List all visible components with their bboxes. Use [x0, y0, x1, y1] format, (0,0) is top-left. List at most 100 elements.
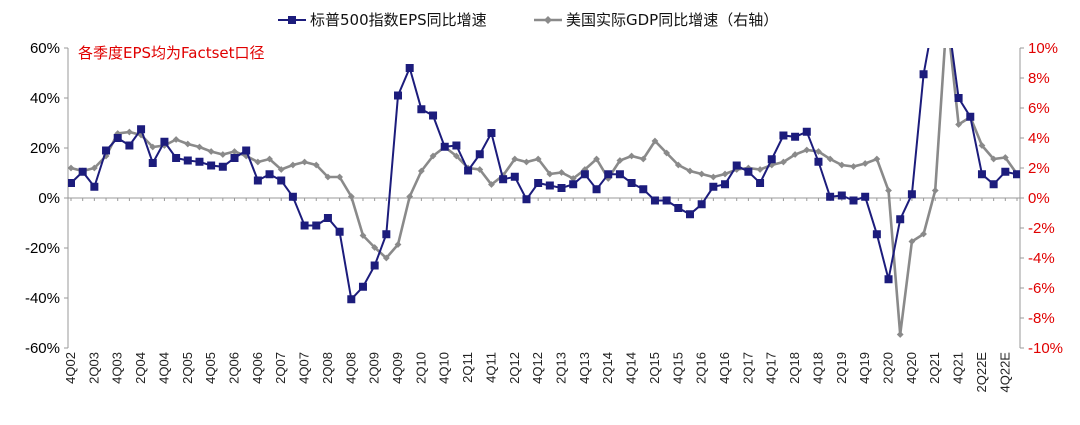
gdp-point: [955, 121, 963, 128]
gdp-point: [68, 164, 75, 172]
x-tick-label: 4Q03: [110, 352, 125, 384]
gdp-point: [196, 143, 203, 151]
eps-point: [674, 204, 683, 212]
eps-point: [931, 7, 939, 15]
x-tick-label: 4Q15: [670, 352, 685, 384]
gdp-point: [347, 193, 355, 200]
x-tick-label: 4Q09: [390, 352, 405, 384]
gdp-point: [453, 152, 460, 160]
eps-point: [358, 282, 367, 291]
gdp-point: [534, 155, 542, 163]
gdp-series: [68, 48, 1020, 338]
eps-point: [370, 261, 379, 270]
x-tick-label: 2Q13: [554, 352, 569, 384]
eps-point: [102, 146, 111, 155]
eps-point: [160, 137, 169, 146]
left-tick-label: -20%: [25, 240, 60, 257]
gdp-point: [546, 170, 554, 178]
eps-point: [989, 180, 998, 189]
x-tick-label: 4Q04: [156, 352, 171, 384]
eps-point: [826, 192, 835, 201]
gdp-point: [780, 158, 787, 166]
eps-point: [405, 64, 414, 72]
gdp-point: [931, 187, 939, 194]
x-tick-label: 4Q16: [717, 352, 732, 384]
x-tick-label: 4Q06: [250, 352, 265, 384]
eps-point: [977, 170, 986, 179]
gdp-point: [674, 161, 682, 169]
eps-point: [452, 141, 461, 150]
gdp-point: [698, 170, 706, 178]
x-tick-label: 2Q03: [86, 352, 101, 384]
legend-eps-marker: [288, 16, 296, 24]
eps-point: [195, 157, 204, 166]
gdp-point: [569, 175, 577, 182]
gdp-point: [920, 230, 927, 238]
gdp-point: [172, 136, 180, 143]
x-tick-label: 2Q10: [413, 352, 428, 384]
gdp-point: [978, 142, 986, 149]
x-tick-label: 2Q17: [740, 352, 755, 384]
eps-point: [732, 161, 741, 170]
eps-point: [113, 134, 122, 142]
eps-point: [954, 94, 963, 102]
eps-point: [78, 167, 87, 176]
eps-point: [125, 141, 134, 150]
gdp-point: [651, 137, 659, 145]
right-tick-label: -6%: [1028, 280, 1055, 297]
left-tick-label: -60%: [25, 340, 60, 357]
x-tick-label: 2Q15: [647, 352, 662, 384]
right-tick-label: 2%: [1028, 160, 1050, 177]
gdp-point: [125, 128, 133, 136]
gdp-point: [90, 164, 98, 172]
x-tick-label: 4Q20: [904, 352, 919, 384]
legend-gdp-label: 美国实际GDP同比增速（右轴）: [566, 11, 778, 29]
gdp-point: [709, 173, 717, 181]
eps-point: [534, 179, 543, 187]
x-tick-label: 4Q08: [343, 352, 358, 384]
gdp-point: [371, 244, 379, 251]
gdp-point: [301, 158, 308, 166]
eps-point: [919, 70, 928, 79]
x-tick-label: 2Q05: [180, 352, 195, 384]
x-tick-label: 4Q17: [764, 352, 779, 384]
eps-point: [137, 125, 146, 134]
eps-point: [791, 132, 800, 141]
gdp-point: [312, 161, 320, 169]
gdp-point: [756, 166, 764, 173]
left-tick-label: 20%: [30, 140, 60, 157]
gdp-point: [476, 166, 484, 173]
gdp-point: [628, 152, 635, 160]
eps-point: [68, 179, 75, 187]
legend-gdp-marker: [544, 16, 552, 24]
x-tick-label: 2Q08: [320, 352, 335, 384]
eps-point: [90, 182, 99, 191]
x-tick-label: 2Q12: [507, 352, 522, 384]
eps-point: [300, 221, 309, 230]
eps-point: [569, 180, 578, 189]
right-tick-label: 6%: [1028, 100, 1050, 117]
gdp-point: [382, 254, 390, 262]
x-tick-label: 4Q21: [951, 352, 966, 384]
gdp-point: [429, 152, 437, 160]
gdp-point: [803, 146, 811, 154]
gdp-point: [219, 151, 227, 158]
gdp-point: [336, 173, 344, 181]
eps-point: [592, 185, 601, 194]
eps-point: [183, 156, 192, 165]
eps-point: [907, 190, 916, 199]
axes: 60% 40% 20% 0% -20% -40% -60% 10% 8% 6% 4% 2% 0% -2% -…: [25, 40, 1063, 392]
eps-point: [580, 170, 589, 179]
eps-point: [709, 182, 718, 191]
gdp-point: [324, 173, 332, 181]
eps-point: [464, 166, 473, 175]
gdp-point: [850, 163, 857, 170]
gdp-point: [721, 170, 729, 178]
eps-point: [814, 157, 823, 166]
eps-point: [721, 180, 730, 189]
legend: 标普500指数EPS同比增速 美国实际GDP同比增速（右轴）: [278, 11, 778, 29]
x-tick-label: 2Q04: [133, 352, 148, 384]
gdp-point: [616, 157, 624, 164]
x-tick-label: 2Q09: [367, 352, 382, 384]
